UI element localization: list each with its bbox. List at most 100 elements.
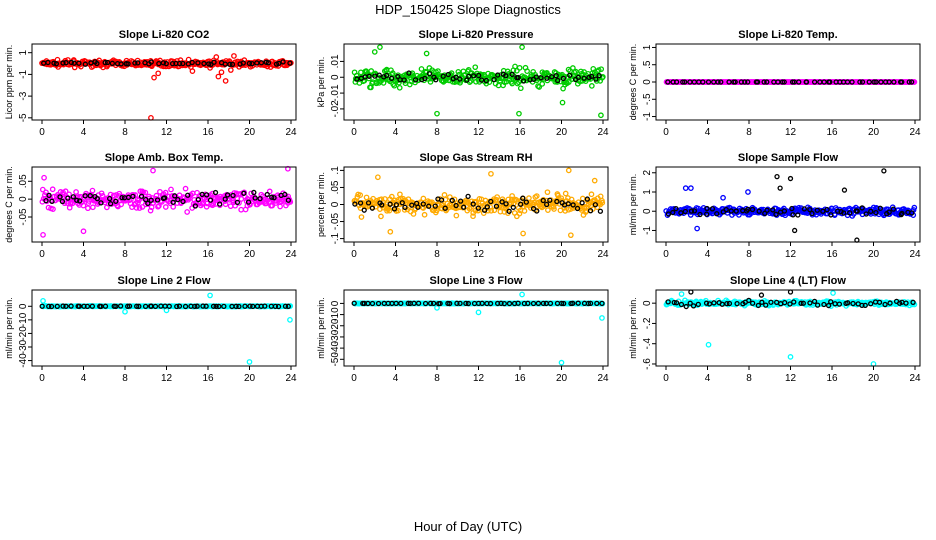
data-point: [427, 79, 434, 85]
data-point: [440, 73, 446, 79]
y-tick-label: .1: [330, 166, 341, 175]
data-point: [673, 206, 679, 212]
data-point: [770, 207, 776, 213]
data-point: [705, 79, 712, 85]
y-tick-label: -30: [18, 339, 29, 354]
data-point: [814, 207, 820, 213]
panel-ambbox: Slope Amb. Box Temp. 0 4 8 12 16 20 24 .05 0 -.05 d…: [4, 152, 297, 260]
data-point: [371, 49, 378, 55]
data-point: [126, 303, 133, 309]
data-point: [910, 299, 916, 305]
data-point: [596, 73, 602, 79]
data-point: [807, 206, 813, 213]
data-point: [287, 60, 293, 66]
x-tick-label: 0: [663, 249, 669, 260]
data-point: [768, 299, 774, 305]
data-point: [555, 77, 561, 84]
panel-title: Slope Amb. Box Temp.: [105, 152, 224, 164]
x-tick-label: 8: [434, 127, 440, 138]
data-point: [130, 193, 136, 199]
data-point: [461, 204, 467, 210]
data-point: [517, 85, 524, 92]
x-tick-label: 12: [161, 373, 173, 384]
data-point: [357, 200, 364, 206]
y-tick-label: -.01: [330, 84, 341, 102]
data-point: [98, 200, 104, 206]
data-point: [218, 69, 225, 76]
data-point: [224, 192, 231, 198]
data-point: [463, 300, 469, 307]
data-point: [859, 205, 865, 211]
data-point: [906, 79, 912, 85]
data-point: [234, 199, 241, 206]
data-point: [213, 303, 219, 309]
data-point: [787, 354, 794, 360]
data-point: [222, 78, 229, 84]
data-point: [814, 302, 821, 308]
data-point: [536, 84, 543, 90]
x-tick-label: 16: [514, 249, 526, 260]
data-point: [549, 74, 555, 80]
data-point: [166, 303, 172, 309]
data-point: [148, 197, 154, 203]
data-point: [116, 190, 123, 197]
data-point: [119, 194, 125, 201]
data-point: [827, 79, 833, 85]
data-point: [588, 83, 595, 89]
data-point: [110, 192, 117, 199]
data-point: [68, 303, 74, 309]
data-point: [671, 299, 677, 306]
data-point: [523, 199, 529, 205]
y-axis-label: ml/min per min.: [628, 297, 638, 359]
data-point: [480, 210, 487, 217]
data-point: [518, 201, 524, 207]
panel-title: Slope Sample Flow: [738, 152, 839, 164]
data-point: [704, 211, 710, 217]
data-point: [763, 302, 769, 308]
x-tick-label: 8: [434, 373, 440, 384]
panel-line2: Slope Line 2 Flow 0 4 8 12 16 20 24 0 -10-20-30-4…: [4, 275, 297, 384]
data-point: [136, 303, 142, 309]
y-tick-label: 2: [642, 170, 653, 176]
data-point: [282, 303, 289, 309]
data-point: [882, 301, 888, 308]
data-point: [745, 189, 751, 195]
data-point: [890, 206, 897, 212]
data-point: [241, 190, 247, 196]
x-tick-label: 16: [202, 127, 214, 138]
data-point: [495, 72, 501, 78]
data-point: [758, 292, 765, 298]
data-point: [586, 74, 592, 81]
data-point: [396, 84, 403, 91]
data-point: [49, 186, 56, 193]
data-point: [454, 300, 460, 306]
data-point: [484, 204, 490, 210]
x-tick-label: 20: [244, 373, 256, 384]
data-point: [557, 78, 564, 85]
y-tick-label: -.2: [642, 317, 653, 329]
y-tick-label: -5: [18, 113, 29, 122]
data-point: [809, 210, 815, 217]
data-point: [118, 201, 125, 208]
data-point: [250, 303, 256, 310]
data-point: [387, 228, 394, 235]
data-point: [876, 299, 883, 305]
y-tick-label: 1: [642, 189, 653, 195]
data-point: [104, 59, 111, 66]
data-point: [384, 72, 390, 79]
data-point: [836, 301, 843, 307]
data-point: [271, 195, 277, 201]
data-point: [102, 59, 108, 66]
data-point: [491, 76, 497, 83]
data-point: [688, 185, 694, 192]
panel-title: Slope Li-820 Pressure: [419, 29, 534, 41]
data-point: [733, 208, 739, 214]
y-tick-label: 0: [642, 300, 653, 306]
x-tick-label: 20: [244, 249, 256, 260]
data-point: [139, 188, 146, 195]
series-hourly: [43, 189, 292, 209]
data-point: [162, 189, 169, 196]
data-point: [366, 73, 372, 79]
data-point: [113, 198, 119, 204]
data-point: [363, 194, 370, 201]
